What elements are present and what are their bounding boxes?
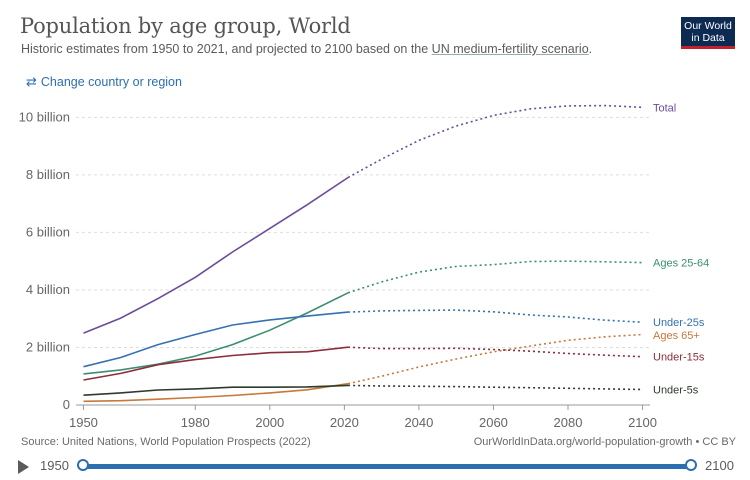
x-tick-label: 2020 [330, 415, 359, 430]
series-projection-line[interactable] [347, 104, 643, 179]
series-historic-line[interactable] [83, 346, 349, 381]
series-projection-line[interactable] [348, 309, 643, 323]
series-historic-line[interactable] [83, 292, 349, 375]
y-tick-label: 0 [63, 397, 70, 412]
chart-subtitle: Historic estimates from 1950 to 2021, an… [21, 42, 592, 56]
series-label: Ages 65+ [653, 330, 700, 342]
y-tick-label: 6 billion [26, 224, 70, 239]
play-icon[interactable] [18, 460, 29, 474]
series-projection-line[interactable] [347, 260, 643, 294]
y-tick-label: 4 billion [26, 282, 70, 297]
timeline-start-handle[interactable] [77, 459, 89, 471]
series-projection-line[interactable] [348, 384, 643, 391]
x-tick-label: 2000 [255, 415, 284, 430]
timeline-start-label: 1950 [40, 458, 69, 473]
timeline-track[interactable] [82, 464, 691, 469]
grid-layer [76, 116, 650, 406]
x-tick-label: 2040 [404, 415, 433, 430]
series-historic-line[interactable] [83, 176, 349, 334]
logo-line-1: Our World [684, 20, 732, 32]
x-tick-label: 2100 [628, 415, 657, 430]
owid-url-link[interactable]: OurWorldInData.org/world-population-grow… [473, 436, 736, 448]
logo-line-2: in Data [691, 32, 725, 44]
change-region-button[interactable]: ⇄ Change country or region [26, 74, 182, 90]
series-projection-line[interactable] [347, 333, 643, 385]
series-historic-line[interactable] [83, 311, 349, 368]
x-tick-label: 2080 [554, 415, 583, 430]
y-tick-label: 10 billion [19, 109, 70, 124]
scenario-link[interactable]: UN medium-fertility scenario [431, 42, 589, 56]
series-label: Under-15s [653, 352, 705, 364]
x-tick-label: 1980 [181, 415, 210, 430]
series-label: Under-25s [653, 317, 705, 329]
series-label: Ages 25-64 [653, 258, 709, 270]
timeline-slider[interactable]: 1950 2100 [0, 455, 750, 479]
series-ages-25-64[interactable] [83, 260, 643, 375]
axis-tick-layer: 0 2 billion 4 billion 6 billion 8 billion 10 … [19, 109, 657, 430]
owid-logo[interactable]: Our World in Data [681, 17, 735, 49]
series-under-5s[interactable] [83, 384, 643, 396]
chart-title: Population by age group, World [20, 14, 351, 38]
x-tick-label: 2060 [479, 415, 508, 430]
x-tick-label: 1950 [69, 415, 98, 430]
series-historic-line[interactable] [83, 384, 349, 396]
y-tick-label: 2 billion [26, 339, 70, 354]
change-region-label: Change country or region [40, 75, 182, 89]
y-tick-label: 8 billion [26, 167, 70, 182]
series-label: Total [653, 102, 676, 114]
series-historic-line[interactable] [83, 382, 349, 403]
series-ages-65-[interactable] [83, 333, 643, 403]
series-under-25s[interactable] [83, 309, 643, 368]
subtitle-text: Historic estimates from 1950 to 2021, an… [21, 42, 432, 56]
series-total[interactable] [83, 104, 643, 334]
swap-arrows-icon: ⇄ [26, 74, 37, 89]
series-layer [83, 104, 643, 403]
series-under-15s[interactable] [83, 346, 643, 381]
subtitle-end: . [588, 42, 593, 56]
series-projection-line[interactable] [348, 346, 643, 358]
source-note: Source: United Nations, World Population… [21, 436, 311, 448]
line-chart: 0 2 billion 4 billion 6 billion 8 billion 10 … [19, 102, 710, 430]
series-label: Under-5s [653, 384, 699, 396]
timeline-end-handle[interactable] [685, 459, 697, 471]
timeline-end-label: 2100 [705, 458, 734, 473]
